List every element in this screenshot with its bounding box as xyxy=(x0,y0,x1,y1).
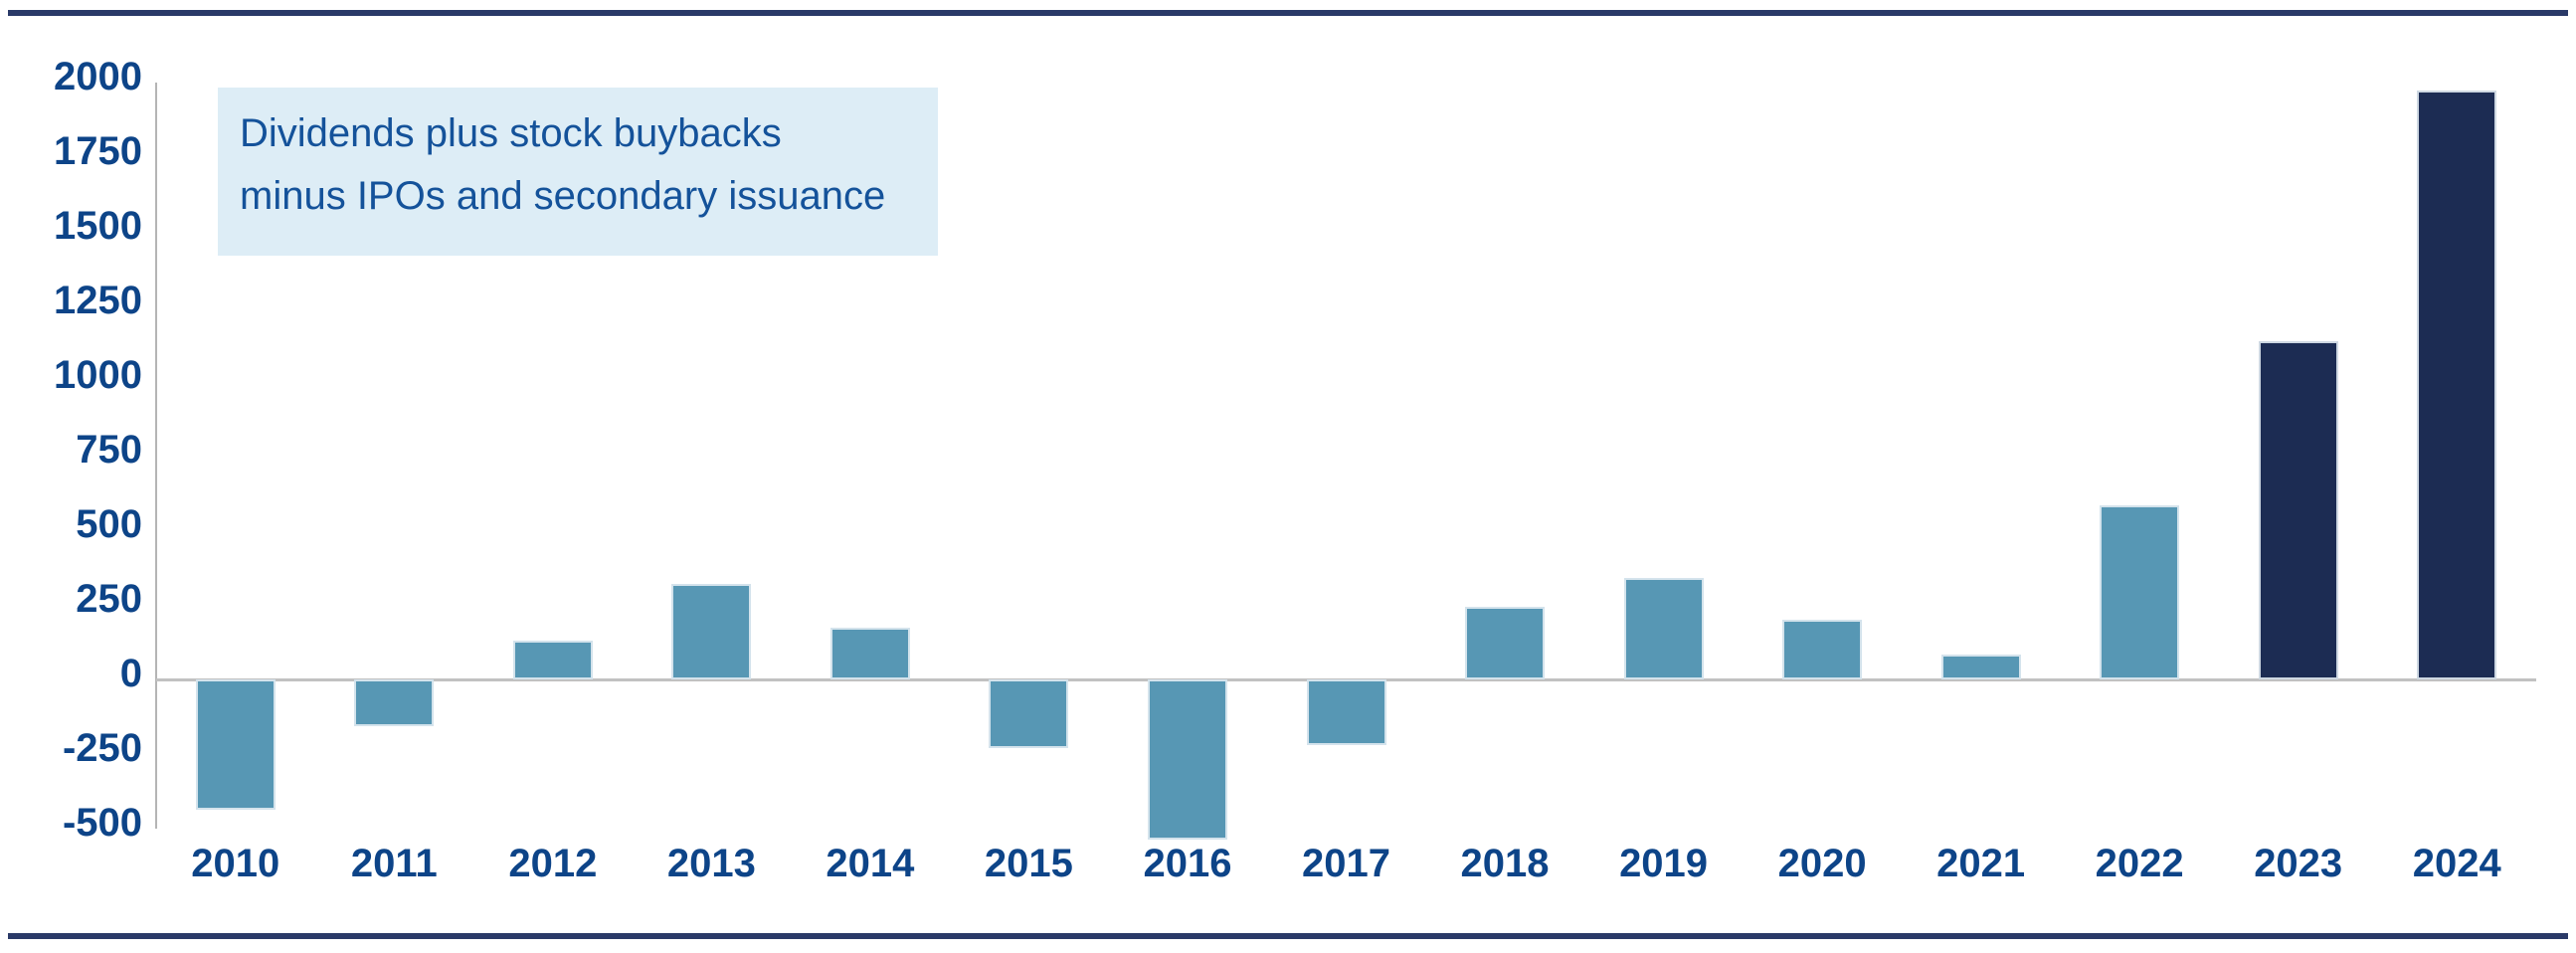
x-tick-label-2012: 2012 xyxy=(508,842,598,885)
y-axis-line xyxy=(155,83,157,829)
bar-2022 xyxy=(2100,504,2180,679)
annotation-line-2: minus IPOs and secondary issuance xyxy=(240,174,886,218)
bar-2021 xyxy=(1940,654,2021,679)
bar-2018 xyxy=(1465,606,1546,679)
y-tick-label-750: 750 xyxy=(76,428,142,472)
annotation-box: Dividends plus stock buybacks minus IPOs… xyxy=(218,88,938,256)
annotation-line-1: Dividends plus stock buybacks xyxy=(240,111,782,155)
x-tick-label-2014: 2014 xyxy=(826,842,915,885)
y-tick-label-1000: 1000 xyxy=(54,353,142,397)
x-tick-label-2020: 2020 xyxy=(1777,842,1867,885)
y-tick-label-1250: 1250 xyxy=(54,279,142,322)
x-tick-label-2024: 2024 xyxy=(2412,842,2501,885)
x-tick-label-2019: 2019 xyxy=(1619,842,1709,885)
y-tick-label-250: 250 xyxy=(76,577,142,621)
y-tick-label-0: 0 xyxy=(119,652,142,695)
bar-2016 xyxy=(1147,679,1227,840)
bar-2014 xyxy=(829,627,910,679)
bar-2011 xyxy=(354,679,435,726)
x-tick-label-2016: 2016 xyxy=(1143,842,1232,885)
y-tick-label-500: 500 xyxy=(76,502,142,546)
bar-2012 xyxy=(512,641,593,679)
x-tick-label-2015: 2015 xyxy=(984,842,1073,885)
bar-2024 xyxy=(2417,90,2497,679)
x-tick-label-2010: 2010 xyxy=(191,842,280,885)
bottom-border-rule xyxy=(8,933,2568,939)
bar-2019 xyxy=(1623,578,1704,679)
bar-2010 xyxy=(195,679,276,810)
bar-2020 xyxy=(1782,620,1863,679)
bar-2015 xyxy=(989,679,1069,748)
y-tick-label-1500: 1500 xyxy=(54,204,142,248)
y-tick-label-2000: 2000 xyxy=(54,55,142,98)
x-tick-label-2021: 2021 xyxy=(1936,842,2026,885)
bar-2023 xyxy=(2258,340,2338,679)
top-border-rule xyxy=(8,10,2568,16)
y-tick-label-1750: 1750 xyxy=(54,129,142,173)
x-tick-label-2017: 2017 xyxy=(1302,842,1390,885)
annotation-text: Dividends plus stock buybacks minus IPOs… xyxy=(218,88,938,228)
bar-2017 xyxy=(1306,679,1386,745)
bar-2013 xyxy=(671,584,752,679)
x-tick-label-2022: 2022 xyxy=(2095,842,2184,885)
y-tick-label--500: -500 xyxy=(62,801,142,845)
x-tick-label-2023: 2023 xyxy=(2254,842,2343,885)
x-tick-label-2018: 2018 xyxy=(1460,842,1550,885)
x-tick-label-2013: 2013 xyxy=(666,842,756,885)
y-tick-label--250: -250 xyxy=(62,726,142,770)
x-tick-label-2011: 2011 xyxy=(350,842,438,885)
